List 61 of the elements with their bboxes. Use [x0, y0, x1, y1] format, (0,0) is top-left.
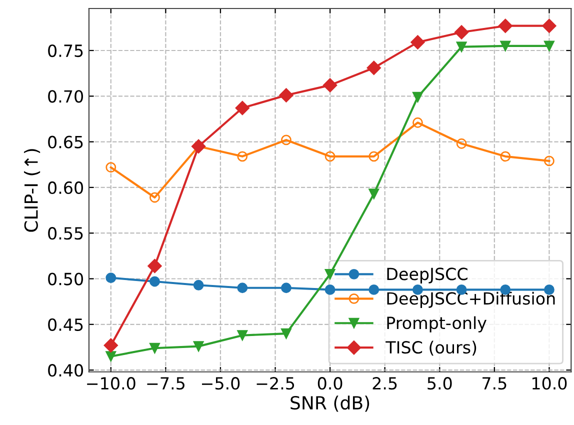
- point: [542, 18, 556, 33]
- x-tick-label: −2.5: [256, 377, 294, 390]
- x-axis-title: SNR (dB): [290, 396, 370, 412]
- y-tick-label: 0.45: [48, 318, 83, 331]
- y-tick-label: 0.70: [48, 90, 83, 103]
- point: [456, 42, 467, 52]
- point: [368, 284, 380, 295]
- x-tick-label: −7.5: [147, 377, 184, 390]
- y-axis-title: CLIP-I (↑): [24, 149, 40, 232]
- x-tick-label: 7.5: [482, 377, 506, 390]
- point: [106, 272, 116, 284]
- point: [150, 342, 160, 354]
- point: [500, 40, 511, 52]
- point: [412, 92, 423, 102]
- y-tick-label: 0.50: [48, 272, 83, 286]
- point: [235, 100, 250, 116]
- point: [281, 328, 292, 339]
- y-tick-label: 0.40: [48, 364, 83, 377]
- point: [281, 134, 292, 146]
- y-tick-label: 0.65: [48, 136, 83, 148]
- point: [148, 258, 162, 274]
- point: [498, 18, 512, 33]
- point: [322, 78, 338, 92]
- y-tick-label: 0.60: [48, 181, 83, 194]
- point: [368, 188, 380, 200]
- point: [193, 280, 204, 290]
- point: [193, 341, 204, 352]
- x-tick-label: −5.0: [202, 377, 240, 390]
- point: [366, 60, 381, 75]
- point: [106, 351, 116, 362]
- point: [237, 330, 248, 341]
- x-tick-label: −10.0: [87, 377, 136, 390]
- point: [544, 156, 554, 166]
- point: [324, 151, 336, 162]
- point: [106, 162, 116, 173]
- point: [324, 268, 336, 280]
- legend-label: Prompt-only: [387, 316, 486, 332]
- x-tick-label: 2.5: [372, 377, 397, 390]
- x-tick-label: 5.0: [428, 377, 452, 390]
- point: [544, 40, 554, 52]
- point: [237, 151, 248, 162]
- y-tick-label: 0.75: [48, 44, 83, 58]
- point: [456, 138, 467, 149]
- point: [104, 338, 118, 352]
- legend-label: DeepJSCC: [387, 268, 468, 284]
- point: [454, 25, 469, 40]
- point: [410, 35, 425, 50]
- legend-label: DeepJSCC+Diffusion: [387, 292, 555, 308]
- point: [150, 192, 160, 203]
- point: [412, 117, 423, 128]
- legend-label: TISC (ours): [386, 340, 476, 356]
- x-tick-label: 0.0: [318, 377, 342, 390]
- point: [150, 276, 160, 287]
- point: [281, 282, 292, 294]
- y-tick-label: 0.55: [48, 227, 83, 240]
- point: [324, 284, 336, 295]
- point: [500, 151, 511, 162]
- point: [368, 151, 380, 162]
- point: [279, 88, 294, 102]
- x-tick-label: 10.0: [532, 377, 567, 390]
- point: [237, 282, 248, 294]
